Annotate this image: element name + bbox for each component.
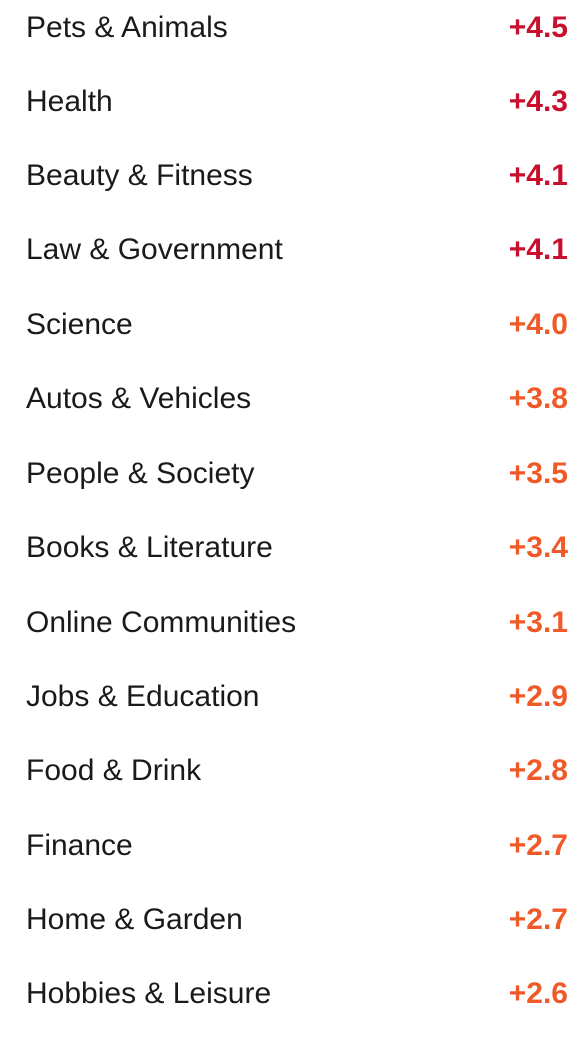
- category-label: Autos & Vehicles: [26, 382, 252, 415]
- category-change-value: +4.1: [508, 159, 568, 192]
- category-row: Home & Garden +2.7: [0, 892, 588, 966]
- category-change-value: +4.0: [508, 308, 568, 341]
- category-change-value: +3.8: [508, 382, 568, 415]
- category-change-value: +2.6: [508, 977, 568, 1010]
- category-change-value: +4.3: [508, 85, 568, 118]
- category-change-value: +2.9: [508, 680, 568, 713]
- category-label: Science: [26, 308, 133, 341]
- category-change-value: +2.7: [508, 829, 568, 862]
- category-label: Home & Garden: [26, 903, 243, 936]
- category-row: Health +4.3: [0, 74, 588, 148]
- category-label: Food & Drink: [26, 754, 202, 787]
- category-change-value: +4.1: [508, 233, 568, 266]
- category-label: Beauty & Fitness: [26, 159, 253, 192]
- category-change-value: +3.5: [508, 457, 568, 490]
- category-label: People & Society: [26, 457, 255, 490]
- category-change-value: +3.1: [508, 606, 568, 639]
- category-row: Books & Literature +3.4: [0, 520, 588, 594]
- category-label: Health: [26, 85, 113, 118]
- category-row: Hobbies & Leisure +2.6: [0, 966, 588, 1040]
- category-change-value: +3.4: [508, 531, 568, 564]
- category-row: Science +4.0: [0, 297, 588, 371]
- category-change-value: +4.5: [508, 11, 568, 44]
- category-label: Books & Literature: [26, 531, 273, 564]
- category-row: Online Communities +3.1: [0, 595, 588, 669]
- category-row: Finance +2.7: [0, 818, 588, 892]
- category-row: People & Society +3.5: [0, 446, 588, 520]
- category-row: Pets & Animals +4.5: [0, 0, 588, 74]
- category-row: Autos & Vehicles +3.8: [0, 371, 588, 445]
- category-label: Hobbies & Leisure: [26, 977, 272, 1010]
- category-label: Law & Government: [26, 233, 283, 266]
- category-label: Online Communities: [26, 606, 297, 639]
- category-row: Food & Drink +2.8: [0, 743, 588, 817]
- category-row: Beauty & Fitness +4.1: [0, 148, 588, 222]
- category-label: Pets & Animals: [26, 11, 228, 44]
- category-change-value: +2.8: [508, 754, 568, 787]
- category-label: Finance: [26, 829, 133, 862]
- category-row: Law & Government +4.1: [0, 222, 588, 296]
- category-label: Jobs & Education: [26, 680, 260, 713]
- category-change-value: +2.7: [508, 903, 568, 936]
- category-row: Jobs & Education +2.9: [0, 669, 588, 743]
